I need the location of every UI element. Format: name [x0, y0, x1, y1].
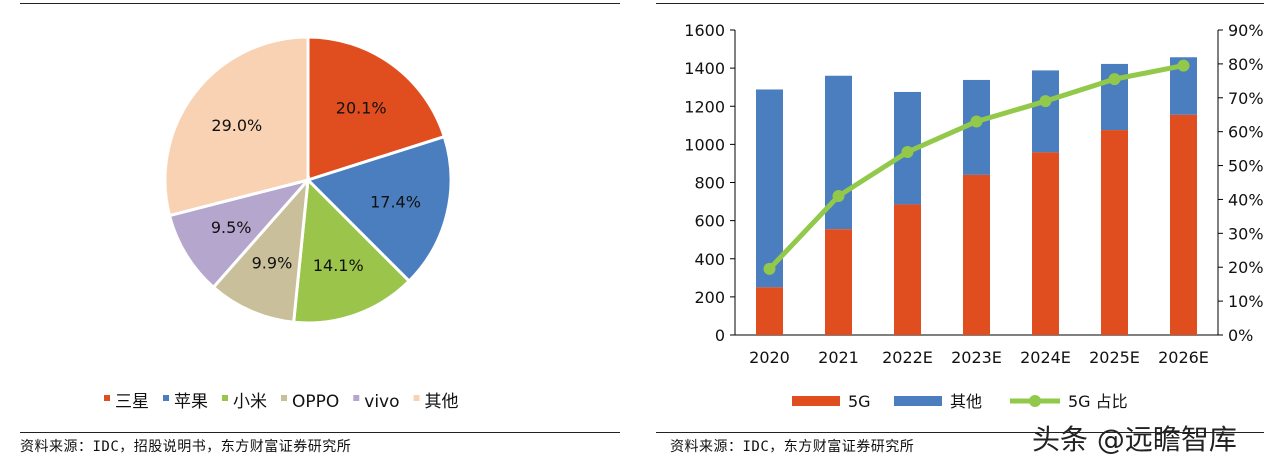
y2-tick-label: 80%	[1228, 55, 1264, 74]
y2-tick-label: 60%	[1228, 123, 1264, 142]
left-source-note: 资料来源：IDC，招股说明书，东方财富证券研究所	[20, 439, 352, 455]
legend-swatch	[413, 395, 420, 401]
bar-segment-5g	[1101, 130, 1128, 335]
y-tick-label: 800	[694, 174, 725, 193]
legend-label: vivo	[364, 392, 399, 412]
x-tick-label: 2022E	[882, 348, 933, 367]
y-tick-label: 1000	[684, 135, 725, 154]
legend-label-other: 其他	[950, 392, 982, 411]
legend-swatch	[222, 395, 228, 401]
pie-chart: 20.1% 17.4% 14.1% 9.9%9.5% 29.0% 三星 苹果 小米 OPPO vi…	[104, 35, 459, 412]
bar-segment-5g	[825, 229, 852, 335]
share-point	[763, 262, 776, 275]
y2-tick-label: 20%	[1228, 258, 1264, 277]
y-tick-label: 1600	[684, 21, 725, 40]
pie-data-label: 9.5%	[211, 218, 252, 237]
pie-slice	[211, 175, 310, 324]
legend-label: 其他	[425, 392, 459, 412]
share-point	[832, 190, 845, 203]
pie-data-label: 29.0%	[211, 116, 262, 135]
y2-tick-label: 90%	[1228, 21, 1264, 40]
share-point	[1177, 59, 1190, 72]
y2-tick-label: 0%	[1228, 326, 1253, 345]
watermark-text: 头条 @远瞻智库	[1032, 423, 1237, 456]
legend-swatch	[353, 395, 360, 401]
pie-chart-panel: 20.1% 17.4% 14.1% 9.9% 9.5% 29.0% 三星 苹果 小米 OPPO vi…	[0, 0, 640, 467]
y-tick-label: 1200	[684, 97, 725, 116]
legend-label: 三星	[115, 392, 149, 412]
x-tick-label: 2020	[749, 348, 790, 367]
y2-tick-label: 10%	[1228, 292, 1264, 311]
pie-slice	[306, 35, 447, 183]
y2-tick-label: 50%	[1228, 157, 1264, 176]
y-tick-label: 0	[715, 326, 725, 345]
bar-segment-5g	[894, 204, 921, 335]
share-point	[1039, 95, 1052, 108]
y2-tick-label: 30%	[1228, 224, 1264, 243]
bar-segment-other	[1032, 70, 1059, 153]
y-tick-label: 400	[694, 250, 725, 269]
legend-label: 苹果	[174, 392, 208, 412]
y2-tick-label: 40%	[1228, 190, 1264, 209]
legend-label: 小米	[233, 392, 267, 412]
x-tick-label: 2023E	[951, 348, 1002, 367]
pie-data-label: 14.1%	[313, 256, 364, 275]
x-tick-label: 2024E	[1020, 348, 1071, 367]
bar-line-chart-panel: 0 200 400 600 800 1000 1200 1400 1600 0% 10% 20% 30%…	[650, 0, 1284, 467]
x-tick-label: 2025E	[1089, 348, 1140, 367]
x-tick-label: 2021	[818, 348, 859, 367]
y-tick-label: 1400	[684, 59, 725, 78]
pie-slice	[292, 176, 412, 325]
bar-segment-5g	[1032, 152, 1059, 335]
share-point	[1108, 73, 1121, 86]
bar-segment-other	[756, 89, 783, 288]
legend-swatch	[104, 395, 110, 401]
y-tick-label: 200	[694, 288, 725, 307]
right-source-note: 资料来源：IDC，东方财富证券研究所	[670, 439, 915, 455]
legend-swatch-5g	[792, 396, 840, 406]
bar-segment-5g	[1170, 114, 1197, 335]
legend-swatch-other	[894, 396, 942, 406]
share-point	[901, 146, 914, 158]
bar-segment-5g	[756, 287, 783, 335]
legend-label: OPPO	[292, 392, 339, 412]
x-tick-label: 2026E	[1158, 348, 1209, 367]
legend-label-share: 5G 占比	[1068, 392, 1128, 411]
pie-data-label: 9.9%	[252, 254, 293, 273]
legend-marker-share	[1029, 395, 1041, 407]
bar-segment-5g	[963, 174, 990, 335]
legend-swatch	[163, 395, 169, 401]
pie-data-label: 17.4%	[370, 192, 421, 211]
share-point	[970, 115, 983, 128]
y-tick-label: 600	[694, 212, 725, 231]
y2-tick-label: 70%	[1228, 89, 1264, 108]
legend-label-5g: 5G	[848, 392, 871, 411]
legend-swatch	[281, 395, 287, 401]
pie-data-label: 20.1%	[336, 98, 387, 117]
pie-slice	[305, 134, 453, 284]
bar-line-chart: 0 200 400 600 800 1000 1200 1400 1600 0% 10% 20% 30%…	[684, 21, 1264, 411]
pie-slice	[163, 35, 310, 218]
